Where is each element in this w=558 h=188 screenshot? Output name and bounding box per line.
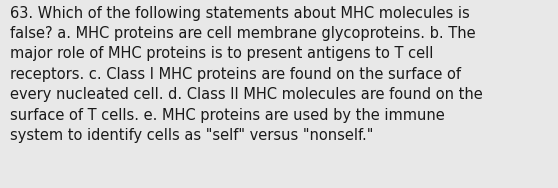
Text: 63. Which of the following statements about MHC molecules is
false? a. MHC prote: 63. Which of the following statements ab… [10,6,483,143]
